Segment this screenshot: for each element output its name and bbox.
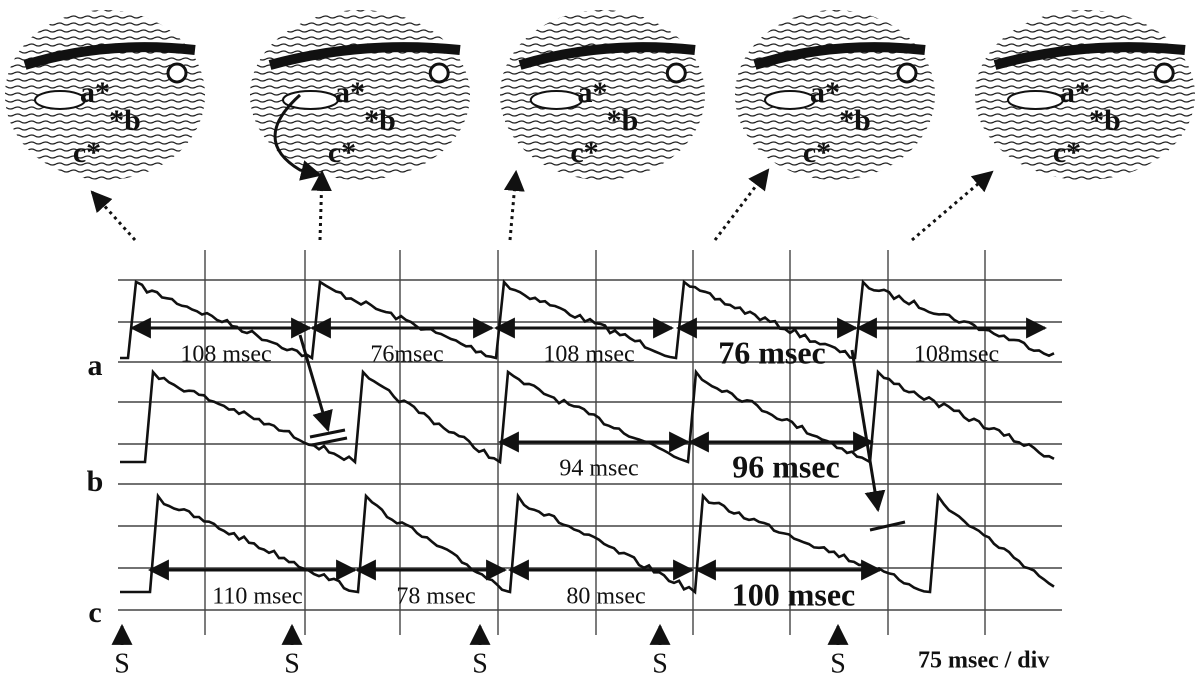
conduction-arrow [850,349,886,513]
interval-label: 110 msec [212,584,302,610]
map-label: a* [578,76,608,109]
interval-label: 108 msec [180,342,271,368]
maps: a**bc*a**bc*a**bc*a**bc*a**bc* [5,10,1195,242]
pointer-arrow [310,169,332,241]
map-electrode [896,62,918,84]
map-spot [1007,90,1064,110]
map-label: c* [328,136,356,169]
map-label: a* [1060,76,1090,109]
map-band [753,42,926,70]
interval-label: 96 msec [732,448,840,484]
map-label: *b [364,104,396,137]
interval-label: 94 msec [559,456,638,482]
stimulus-label: S [472,648,488,679]
interval-label: 78 msec [396,584,475,610]
trace-c [120,492,1055,595]
map-label: *b [1089,104,1121,137]
map-label: *b [839,104,871,137]
interval-label: 108 msec [543,342,634,368]
annotations: a 108 msec 76msec 108 msec 76 msec 108msec b 94… [87,317,1048,679]
interval-label: 80 msec [566,584,645,610]
map-label: c* [1053,136,1081,169]
block-mark [309,428,906,532]
scale-label: 75 msec / div [918,648,1049,674]
pointer-arrow [713,168,770,241]
map-label: *b [607,104,639,137]
pointer-arrow [503,169,525,241]
map-label: c* [73,136,101,169]
map-spot [529,90,583,110]
stimulus-label: S [114,648,130,679]
map-electrode [428,62,450,84]
map-electrode [665,62,687,84]
interval-label: 76 msec [718,334,826,370]
map-band [518,42,696,70]
map-band [993,42,1186,70]
trace-label: a [88,349,103,382]
map-label: a* [335,76,365,109]
pointer-arrow [911,170,994,242]
map-label: c* [803,136,831,169]
interval-label: 76msec [370,342,443,368]
map-label: c* [570,136,598,169]
map-electrode [1153,62,1175,84]
trace-label: b [87,465,104,498]
map-band [23,42,196,70]
map-label: a* [810,76,840,109]
map-band [268,42,461,70]
stimulus-label: S [284,648,300,679]
map-electrode [166,62,188,84]
map-spot [282,90,339,110]
stimulus-label: S [830,648,846,679]
trace-label: c [88,596,101,629]
conduction-arrow [298,334,333,433]
interval-label: 108msec [914,342,999,368]
trace-b [120,368,1055,465]
stimulus-label: S [652,648,668,679]
pointer-arrow [90,190,137,242]
map-spot [764,90,816,110]
reentry-arrow [273,93,323,181]
map-label: a* [80,76,110,109]
interval-label: 100 msec [732,576,856,612]
map-label: *b [109,104,141,137]
map-spot [34,90,86,110]
